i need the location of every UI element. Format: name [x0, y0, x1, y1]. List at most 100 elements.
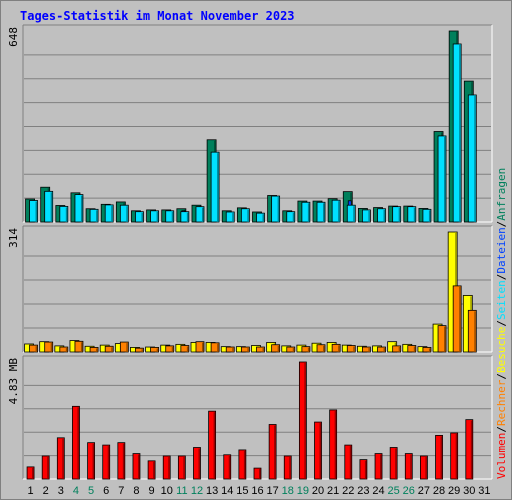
bar-body: [283, 455, 292, 480]
bar-body: [253, 467, 262, 480]
bar-body: [240, 346, 250, 353]
bar-body: [331, 343, 341, 353]
bar-shade: [50, 343, 53, 352]
x-tick-label: 17: [267, 485, 279, 497]
bar-body: [240, 208, 250, 223]
bar-body: [256, 346, 265, 353]
bar-volumen-day-8: [132, 453, 141, 480]
bar-shade: [368, 348, 370, 352]
panel-hits: 648: [7, 24, 493, 223]
bar-shade: [307, 203, 310, 222]
bar-volumen-day-16: [253, 467, 262, 480]
bar-seiten-day-22: [346, 204, 356, 223]
bar-shade: [459, 286, 461, 352]
bar-shade: [217, 343, 219, 352]
bar-shade: [262, 348, 264, 352]
bar-volumen-day-28: [435, 434, 443, 480]
bar-shade: [353, 346, 355, 352]
bar-body: [41, 455, 50, 480]
bar-rechner-day-22: [346, 345, 356, 353]
bar-rechner-day-5: [89, 347, 99, 353]
bar-rechner-day-3: [59, 346, 69, 353]
x-tick-label: 13: [206, 485, 218, 497]
bar-body: [389, 447, 398, 480]
bar-body: [225, 211, 235, 223]
bar-body: [238, 449, 247, 480]
bar-shade: [201, 207, 204, 222]
bar-shade: [277, 197, 280, 222]
bar-shade: [470, 420, 473, 479]
bar-shade: [80, 195, 83, 222]
bar-body: [377, 346, 386, 353]
bar-body: [135, 211, 144, 223]
bar-body: [407, 206, 417, 223]
bar-shade: [228, 455, 231, 479]
bar-body: [210, 342, 220, 353]
bar-shade: [428, 210, 431, 222]
bar-shade: [349, 446, 352, 479]
bar-shade: [444, 136, 446, 222]
bar-rechner-day-19: [301, 346, 311, 353]
bar-shade: [410, 454, 412, 479]
bar-volumen-day-19: [298, 361, 307, 480]
bar-body: [298, 361, 307, 480]
bar-seiten-day-3: [59, 205, 69, 223]
bar-body: [150, 347, 159, 353]
bar-body: [392, 206, 402, 223]
bar-seiten-day-17: [271, 195, 281, 223]
bar-body: [377, 208, 386, 223]
bar-volumen-day-10: [162, 455, 171, 480]
bar-rechner-day-30: [467, 309, 477, 353]
x-tick-label: 12: [191, 485, 203, 497]
x-tick-label: 2: [43, 485, 49, 497]
bar-body: [271, 195, 281, 223]
bar-seiten-day-6: [104, 204, 114, 223]
bar-seiten-day-12: [195, 206, 205, 223]
bar-rechner-day-20: [316, 344, 326, 353]
x-tick-label: 21: [327, 485, 339, 497]
chart-panels: 648 314 4.83 MB: [7, 24, 493, 480]
bar-shade: [428, 348, 431, 352]
bar-body: [392, 345, 402, 353]
bar-shade: [107, 446, 110, 479]
bar-shade: [111, 347, 113, 352]
bar-rechner-day-17: [271, 344, 281, 353]
bar-body: [56, 437, 65, 480]
bar-body: [301, 201, 311, 223]
bar-shade: [171, 346, 174, 352]
bar-body: [346, 345, 356, 353]
x-tick-label: 27: [418, 485, 430, 497]
bar-body: [286, 346, 296, 353]
bar-shade: [217, 153, 219, 222]
legend: Volumen/Rechner/Besuche/Seiten/Dateien/A…: [495, 168, 508, 479]
chart-title: Tages-Statistik im Monat November 2023: [20, 9, 295, 23]
bar-shade: [168, 456, 170, 479]
bar-body: [44, 341, 54, 353]
bar-body: [119, 204, 129, 223]
bar-body: [450, 432, 459, 480]
bar-body: [329, 409, 338, 480]
bar-shade: [368, 210, 370, 222]
bar-body: [314, 421, 322, 480]
bar-volumen-day-2: [41, 455, 50, 480]
x-tick-label: 18: [282, 485, 294, 497]
x-tick-label: 9: [149, 485, 155, 497]
bar-shade: [323, 203, 325, 222]
bar-body: [104, 204, 114, 223]
bar-body: [193, 447, 201, 480]
bar-body: [180, 345, 190, 353]
bar-volumen-day-24: [374, 453, 383, 480]
x-tick-label: 6: [103, 485, 109, 497]
x-tick-label: 30: [463, 485, 475, 497]
bar-shade: [232, 212, 234, 222]
bar-volumen-day-1: [26, 466, 35, 480]
bar-body: [437, 135, 447, 223]
bar-body: [132, 453, 141, 480]
bar-rechner-day-9: [150, 347, 159, 353]
bar-volumen-day-15: [238, 449, 247, 480]
x-tick-label: 4: [73, 485, 79, 497]
bar-shade: [213, 412, 216, 479]
bar-shade: [440, 436, 443, 479]
bar-shade: [262, 214, 264, 222]
legend-item-seiten: Seiten: [495, 280, 508, 320]
